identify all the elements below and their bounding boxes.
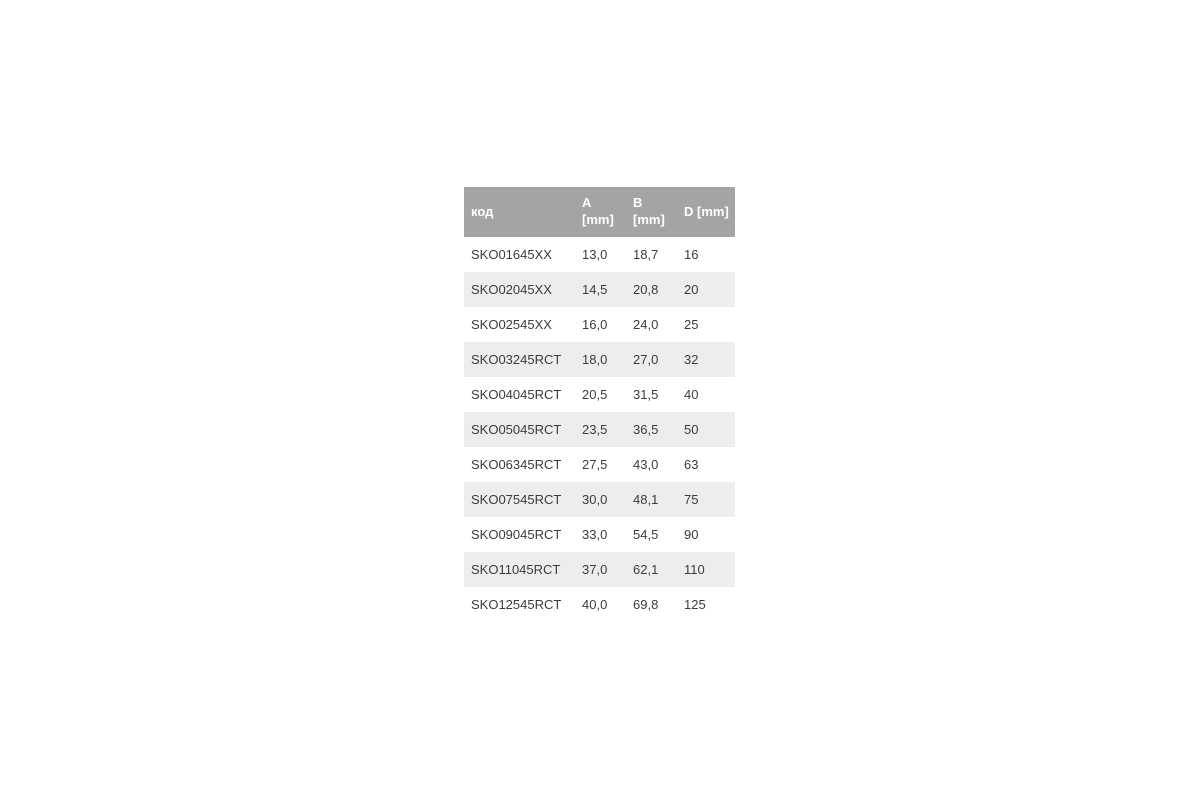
- table-row: SKO05045RCT 23,5 36,5 50: [464, 412, 735, 447]
- cell-b: 18,7: [633, 247, 659, 262]
- dimensions-table: код A [mm] B [mm] D [mm] SKO01645XX 13,0 1…: [464, 187, 735, 622]
- cell-d: 75: [684, 492, 699, 507]
- cell-a: 27,5: [582, 457, 608, 472]
- cell-d: 32: [684, 352, 699, 367]
- cell-a: 40,0: [582, 597, 608, 612]
- cell-b: 24,0: [633, 317, 659, 332]
- cell-code: SKO01645XX: [471, 247, 552, 262]
- cell-b: 43,0: [633, 457, 659, 472]
- cell-d: 90: [684, 527, 699, 542]
- column-header-d-mm: D [mm]: [677, 187, 735, 237]
- cell-d: 110: [684, 562, 705, 577]
- table-row: SKO11045RCT 37,0 62,1 110: [464, 552, 735, 587]
- cell-code: SKO03245RCT: [471, 352, 562, 367]
- cell-code: SKO11045RCT: [471, 562, 561, 577]
- table-row: SKO12545RCT 40,0 69,8 125: [464, 587, 735, 622]
- cell-code: SKO02045XX: [471, 282, 552, 297]
- cell-d: 125: [684, 597, 706, 612]
- cell-b: 69,8: [633, 597, 659, 612]
- table-row: SKO09045RCT 33,0 54,5 90: [464, 517, 735, 552]
- cell-a: 30,0: [582, 492, 608, 507]
- column-header-a-mm: A [mm]: [575, 187, 626, 237]
- table-row: SKO03245RCT 18,0 27,0 32: [464, 342, 735, 377]
- table-row: SKO04045RCT 20,5 31,5 40: [464, 377, 735, 412]
- cell-code: SKO02545XX: [471, 317, 552, 332]
- table-row: SKO06345RCT 27,5 43,0 63: [464, 447, 735, 482]
- cell-b: 31,5: [633, 387, 659, 402]
- cell-b: 54,5: [633, 527, 659, 542]
- cell-code: SKO07545RCT: [471, 492, 562, 507]
- cell-a: 20,5: [582, 387, 608, 402]
- cell-d: 20: [684, 282, 699, 297]
- cell-d: 25: [684, 317, 699, 332]
- cell-a: 18,0: [582, 352, 608, 367]
- cell-d: 50: [684, 422, 699, 437]
- cell-b: 48,1: [633, 492, 659, 507]
- cell-b: 62,1: [633, 562, 659, 577]
- table-row: SKO02545XX 16,0 24,0 25: [464, 307, 735, 342]
- table-row: SKO01645XX 13,0 18,7 16: [464, 237, 735, 272]
- cell-b: 20,8: [633, 282, 659, 297]
- cell-code: SKO05045RCT: [471, 422, 562, 437]
- cell-code: SKO06345RCT: [471, 457, 562, 472]
- cell-b: 36,5: [633, 422, 659, 437]
- cell-d: 16: [684, 247, 699, 262]
- cell-d: 40: [684, 387, 699, 402]
- column-header-b-mm: B [mm]: [626, 187, 677, 237]
- cell-b: 27,0: [633, 352, 659, 367]
- cell-a: 13,0: [582, 247, 608, 262]
- spec-table-container: код A [mm] B [mm] D [mm] SKO01645XX 13,0 1…: [464, 187, 735, 622]
- cell-a: 33,0: [582, 527, 608, 542]
- table-row: SKO07545RCT 30,0 48,1 75: [464, 482, 735, 517]
- cell-a: 23,5: [582, 422, 608, 437]
- column-header-code: код: [464, 187, 575, 237]
- cell-code: SKO12545RCT: [471, 597, 562, 612]
- table-row: SKO02045XX 14,5 20,8 20: [464, 272, 735, 307]
- cell-a: 14,5: [582, 282, 608, 297]
- cell-d: 63: [684, 457, 699, 472]
- cell-code: SKO04045RCT: [471, 387, 562, 402]
- cell-a: 16,0: [582, 317, 608, 332]
- cell-code: SKO09045RCT: [471, 527, 562, 542]
- table-body: SKO01645XX 13,0 18,7 16 SKO02045XX 14,5 20,8 20…: [464, 237, 735, 622]
- cell-a: 37,0: [582, 562, 608, 577]
- table-header-row: код A [mm] B [mm] D [mm]: [464, 187, 735, 237]
